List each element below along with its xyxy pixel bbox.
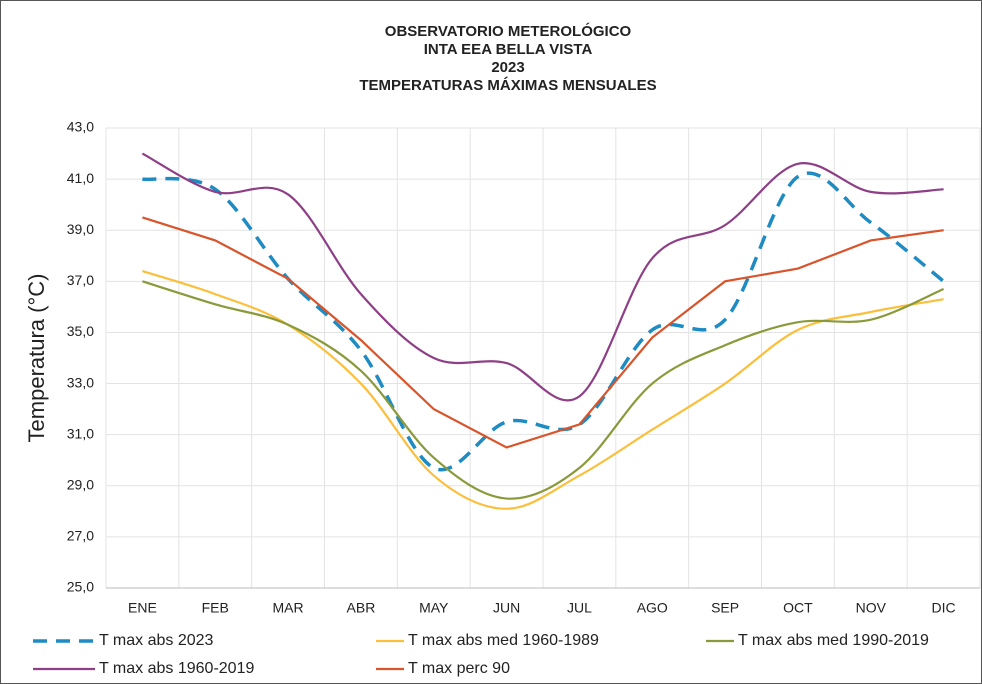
chart-title: INTA EEA BELLA VISTA [424,41,593,58]
chart-title: OBSERVATORIO METEROLÓGICO [385,22,632,40]
y-tick-label: 31,0 [67,425,94,441]
chart-title: 2023 [491,59,524,76]
legend-label: T max abs med 1960-1989 [408,632,599,649]
legend-label: T max perc 90 [408,660,510,677]
x-tick-label: JUN [493,600,520,616]
x-tick-label: FEB [202,600,229,616]
legend-label: T max abs med 1990-2019 [738,632,929,649]
y-tick-label: 43,0 [67,119,94,135]
x-tick-label: SEP [711,600,739,616]
y-tick-label: 41,0 [67,170,94,186]
x-tick-label: DIC [932,600,956,616]
y-axis-label: Temperatura (°C) [24,274,49,443]
series-line [141,152,944,402]
series-line [142,216,944,449]
x-tick-label: AGO [637,600,668,616]
series-line [142,280,945,500]
chart-title: TEMPERATURAS MÁXIMAS MENSUALES [359,77,656,94]
x-tick-label: ABR [347,600,376,616]
legend-label: T max abs 1960-2019 [99,660,254,677]
y-tick-label: 35,0 [67,323,94,339]
x-tick-label: ENE [128,600,157,616]
x-tick-label: JUL [567,600,592,616]
x-tick-label: MAY [419,600,449,616]
x-tick-label: NOV [856,600,887,616]
y-tick-label: 37,0 [67,272,94,288]
x-tick-label: MAR [273,600,304,616]
y-tick-label: 29,0 [67,476,94,492]
y-tick-label: 33,0 [67,374,94,390]
y-tick-label: 25,0 [67,579,94,595]
y-tick-label: 27,0 [67,528,94,544]
legend-label: T max abs 2023 [99,632,214,649]
y-tick-label: 39,0 [67,221,94,237]
x-tick-label: OCT [783,600,813,616]
